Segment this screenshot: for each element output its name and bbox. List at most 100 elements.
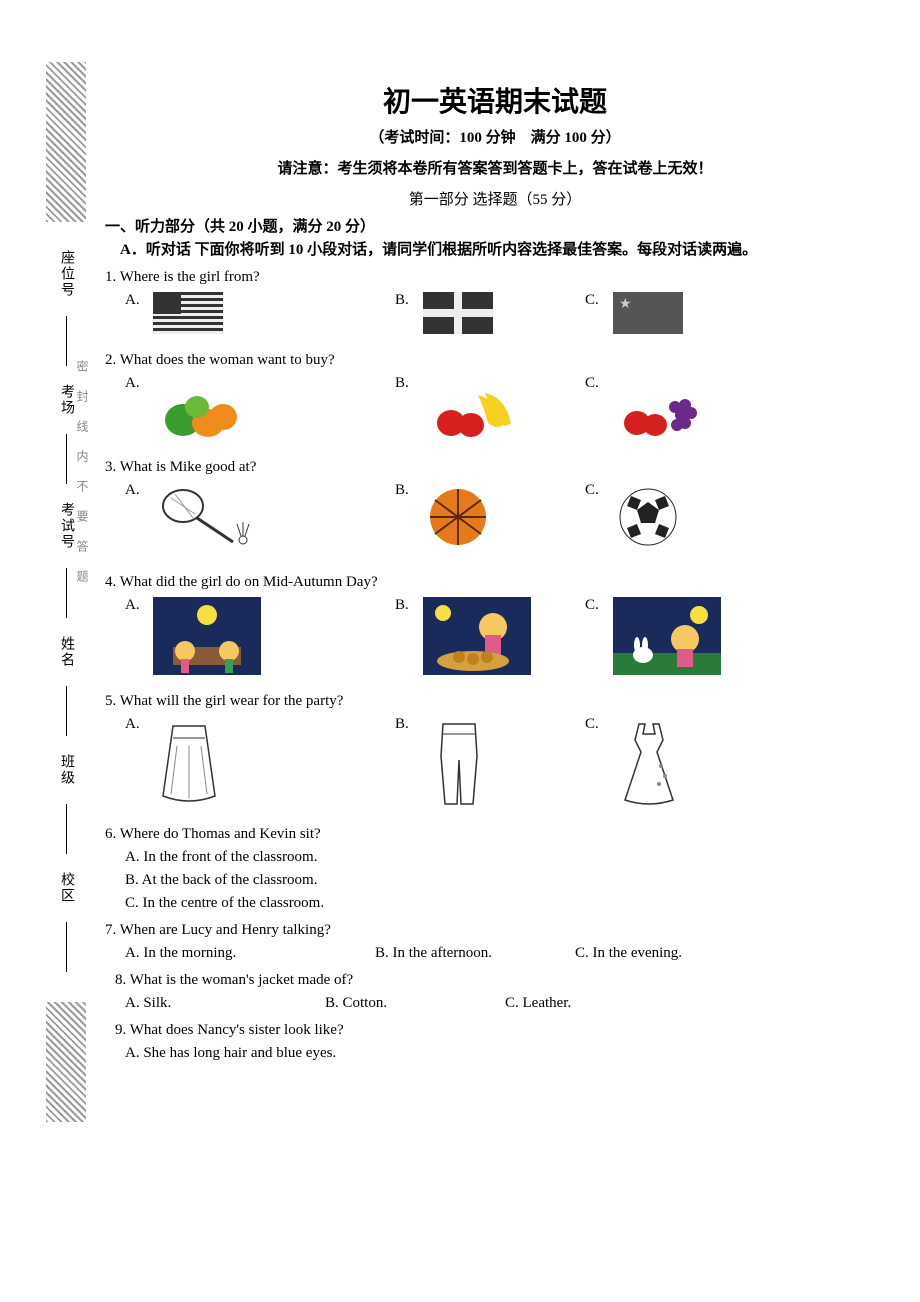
option-b[interactable]: B. bbox=[395, 375, 585, 441]
option-c[interactable]: C. In the centre of the classroom. bbox=[125, 895, 885, 912]
basketball-icon bbox=[423, 482, 493, 552]
field-label: 考试号 bbox=[56, 502, 76, 550]
option-b[interactable]: B. bbox=[395, 292, 585, 334]
option-label: C. bbox=[585, 375, 603, 392]
flag-us-icon bbox=[153, 292, 223, 334]
field-label: 座位号 bbox=[56, 250, 76, 298]
field-name: 姓名 bbox=[56, 636, 76, 668]
main-content: 初一英语期末试题 （考试时间：100 分钟 满分 100 分） 请注意：考生须将… bbox=[105, 80, 885, 1062]
question-3: 3. What is Mike good at? A. B. C. bbox=[105, 459, 885, 552]
option-label: B. bbox=[395, 292, 413, 309]
field-line bbox=[66, 568, 67, 618]
exam-notice: 请注意：考生须将本卷所有答案答到答题卡上，答在试卷上无效！ bbox=[105, 157, 885, 178]
option-c[interactable]: C. bbox=[585, 292, 835, 334]
option-a[interactable]: A. bbox=[125, 375, 395, 441]
sidebar-pattern-bottom bbox=[46, 1002, 86, 1122]
field-campus: 校区 bbox=[56, 872, 76, 904]
field-line bbox=[66, 922, 67, 972]
football-icon bbox=[613, 482, 683, 552]
option-a[interactable]: A. bbox=[125, 716, 395, 812]
field-line bbox=[66, 686, 67, 736]
field-examno: 考试号 bbox=[56, 502, 76, 550]
option-a[interactable]: A. bbox=[125, 482, 395, 552]
options-row: A. B. C. bbox=[105, 375, 885, 441]
option-label: A. bbox=[125, 375, 143, 392]
option-label: A. bbox=[125, 482, 143, 499]
field-seat: 座位号 bbox=[56, 250, 76, 298]
option-c[interactable]: C. bbox=[585, 716, 835, 812]
skirt-icon bbox=[153, 716, 225, 812]
question-text: 1. Where is the girl from? bbox=[105, 269, 885, 286]
question-4: 4. What did the girl do on Mid-Autumn Da… bbox=[105, 574, 885, 675]
option-c[interactable]: C. In the evening. bbox=[575, 945, 775, 962]
fruit-icon bbox=[153, 375, 245, 441]
option-b[interactable]: B. In the afternoon. bbox=[375, 945, 575, 962]
inline-options: A. Silk. B. Cotton. C. Leather. bbox=[125, 995, 885, 1012]
flag-uk-icon bbox=[423, 292, 493, 334]
question-5: 5. What will the girl wear for the party… bbox=[105, 693, 885, 812]
option-label: C. bbox=[585, 292, 603, 309]
field-room: 考场 bbox=[56, 384, 76, 416]
sidebar-fields: 座位号 考场 考试号 姓名 班级 校区 bbox=[56, 242, 76, 982]
option-c[interactable]: C. bbox=[585, 597, 835, 675]
option-a[interactable]: A. In the morning. bbox=[125, 945, 375, 962]
options-row: A. B. C. bbox=[105, 716, 885, 812]
question-8: 8. What is the woman's jacket made of? A… bbox=[115, 972, 885, 1012]
option-a[interactable]: A. She has long hair and blue eyes. bbox=[125, 1045, 885, 1062]
field-label: 班级 bbox=[56, 754, 76, 786]
field-label: 姓名 bbox=[56, 636, 76, 668]
option-c[interactable]: C. bbox=[585, 375, 835, 441]
option-label: C. bbox=[585, 597, 603, 614]
part-header: 第一部分 选择题（55 分） bbox=[105, 188, 885, 209]
question-text: 5. What will the girl wear for the party… bbox=[105, 693, 885, 710]
field-label: 校区 bbox=[56, 872, 76, 904]
text-options: A. In the front of the classroom. B. At … bbox=[125, 849, 885, 912]
option-label: C. bbox=[585, 482, 603, 499]
question-text: 2. What does the woman want to buy? bbox=[105, 352, 885, 369]
text-options: A. She has long hair and blue eyes. bbox=[125, 1045, 885, 1062]
option-label: A. bbox=[125, 292, 143, 309]
rabbit-moon-icon bbox=[613, 597, 721, 675]
question-7: 7. When are Lucy and Henry talking? A. I… bbox=[105, 922, 885, 962]
dress-icon bbox=[613, 716, 685, 812]
option-a[interactable]: A. Silk. bbox=[125, 995, 325, 1012]
option-label: A. bbox=[125, 716, 143, 733]
options-row: A. B. C. bbox=[105, 292, 885, 334]
option-b[interactable]: B. bbox=[395, 482, 585, 552]
option-a[interactable]: A. bbox=[125, 292, 395, 334]
option-b[interactable]: B. bbox=[395, 716, 585, 812]
instruction-text: A．听对话 下面你将听到 10 小段对话，请同学们根据所听内容选择最佳答案。每段… bbox=[120, 242, 757, 258]
option-label: B. bbox=[395, 375, 413, 392]
option-b[interactable]: B. Cotton. bbox=[325, 995, 505, 1012]
question-text: 8. What is the woman's jacket made of? bbox=[115, 972, 885, 989]
field-class: 班级 bbox=[56, 754, 76, 786]
option-a[interactable]: A. In the front of the classroom. bbox=[125, 849, 885, 866]
section-header: 一、听力部分（共 20 小题，满分 20 分） bbox=[105, 215, 885, 236]
question-text: 6. Where do Thomas and Kevin sit? bbox=[105, 826, 885, 843]
mooncakes-icon bbox=[423, 597, 531, 675]
question-text: 4. What did the girl do on Mid-Autumn Da… bbox=[105, 574, 885, 591]
option-label: B. bbox=[395, 716, 413, 733]
question-1: 1. Where is the girl from? A. B. C. bbox=[105, 269, 885, 334]
flag-cn-icon bbox=[613, 292, 683, 334]
seal-notice: 密封线内不要答题 bbox=[74, 360, 91, 600]
options-row: A. B. C. bbox=[105, 597, 885, 675]
field-line bbox=[66, 434, 67, 484]
option-b[interactable]: B. bbox=[395, 597, 585, 675]
moon-viewing-icon bbox=[153, 597, 261, 675]
option-label: A. bbox=[125, 597, 143, 614]
inline-options: A. In the morning. B. In the afternoon. … bbox=[125, 945, 885, 962]
field-line bbox=[66, 804, 67, 854]
option-label: C. bbox=[585, 716, 603, 733]
exam-title: 初一英语期末试题 bbox=[105, 80, 885, 120]
option-label: B. bbox=[395, 597, 413, 614]
exam-subtitle: （考试时间：100 分钟 满分 100 分） bbox=[105, 126, 885, 147]
question-text: 7. When are Lucy and Henry talking? bbox=[105, 922, 885, 939]
trousers-icon bbox=[423, 716, 495, 812]
option-c[interactable]: C. bbox=[585, 482, 835, 552]
instruction: A．听对话 下面你将听到 10 小段对话，请同学们根据所听内容选择最佳答案。每段… bbox=[105, 238, 885, 259]
option-a[interactable]: A. bbox=[125, 597, 395, 675]
option-b[interactable]: B. At the back of the classroom. bbox=[125, 872, 885, 889]
option-c[interactable]: C. Leather. bbox=[505, 995, 705, 1012]
option-label: B. bbox=[395, 482, 413, 499]
